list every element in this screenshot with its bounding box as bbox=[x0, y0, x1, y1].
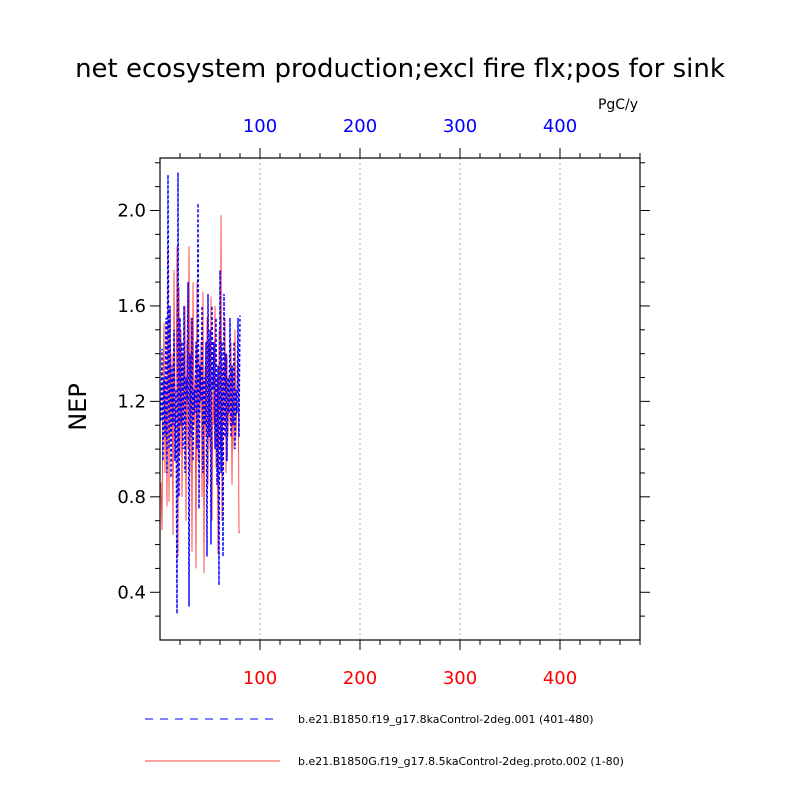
x-tick-label-top: 300 bbox=[443, 116, 477, 137]
y-tick-label: 0.8 bbox=[117, 487, 146, 508]
y-tick-label: 0.4 bbox=[117, 582, 146, 603]
gridlines bbox=[259, 158, 561, 640]
x-tick-label-top: 100 bbox=[243, 116, 277, 137]
chart-title: net ecosystem production;excl fire flx;p… bbox=[75, 54, 725, 84]
x-tick-label-bottom: 400 bbox=[543, 668, 577, 689]
x-tick-label-bottom: 100 bbox=[243, 668, 277, 689]
axes: 0.4 0.8 1.2 1.6 2.0 100 100 200 200 300 300 400 400 bbox=[117, 116, 650, 689]
y-tick-label: 1.2 bbox=[117, 391, 146, 412]
x-tick-label-bottom: 200 bbox=[343, 668, 377, 689]
y-axis-label: NEP bbox=[64, 383, 92, 431]
units-label: PgC/y bbox=[598, 97, 638, 113]
y-tick-label: 2.0 bbox=[117, 200, 146, 221]
series-layer bbox=[160, 172, 241, 614]
x-tick-label-bottom: 300 bbox=[443, 668, 477, 689]
x-tick-label-top: 400 bbox=[543, 116, 577, 137]
y-tick-label: 1.6 bbox=[117, 296, 146, 317]
legend-label-1: b.e21.B1850.f19_g17.8kaControl-2deg.001 … bbox=[298, 713, 594, 726]
series-line-8ka bbox=[160, 172, 241, 614]
legend: b.e21.B1850.f19_g17.8kaControl-2deg.001 … bbox=[145, 713, 624, 768]
legend-label-2: b.e21.B1850G.f19_g17.8.5kaControl-2deg.p… bbox=[298, 755, 624, 768]
x-tick-label-top: 200 bbox=[343, 116, 377, 137]
